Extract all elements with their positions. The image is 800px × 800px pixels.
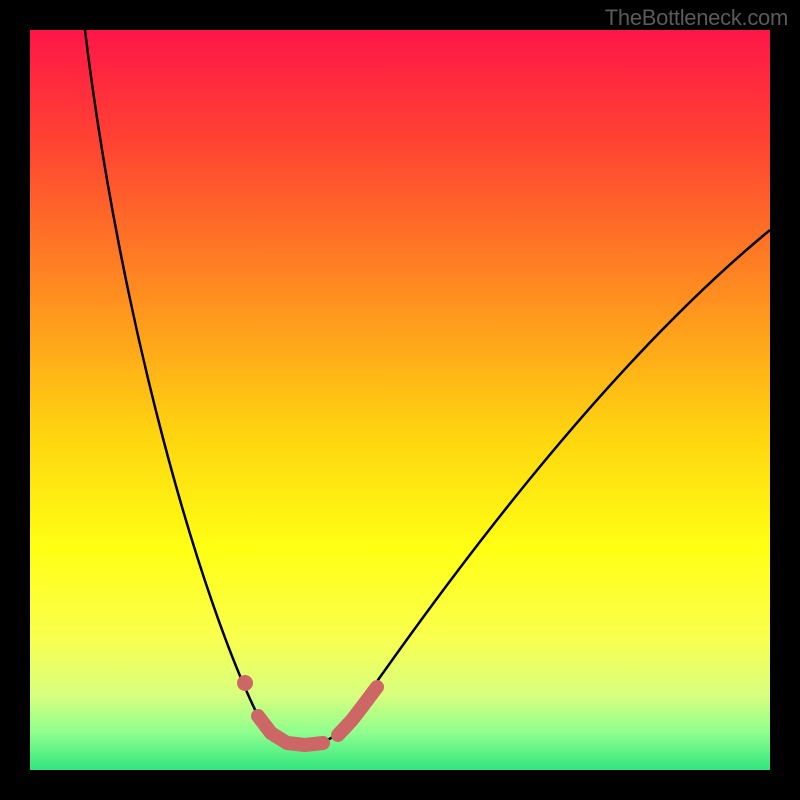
plot-background xyxy=(30,30,770,770)
watermark-text: TheBottleneck.com xyxy=(605,5,788,31)
chart-container: TheBottleneck.com xyxy=(0,0,800,800)
bottleneck-chart xyxy=(0,0,800,800)
marker-dot xyxy=(237,675,253,691)
